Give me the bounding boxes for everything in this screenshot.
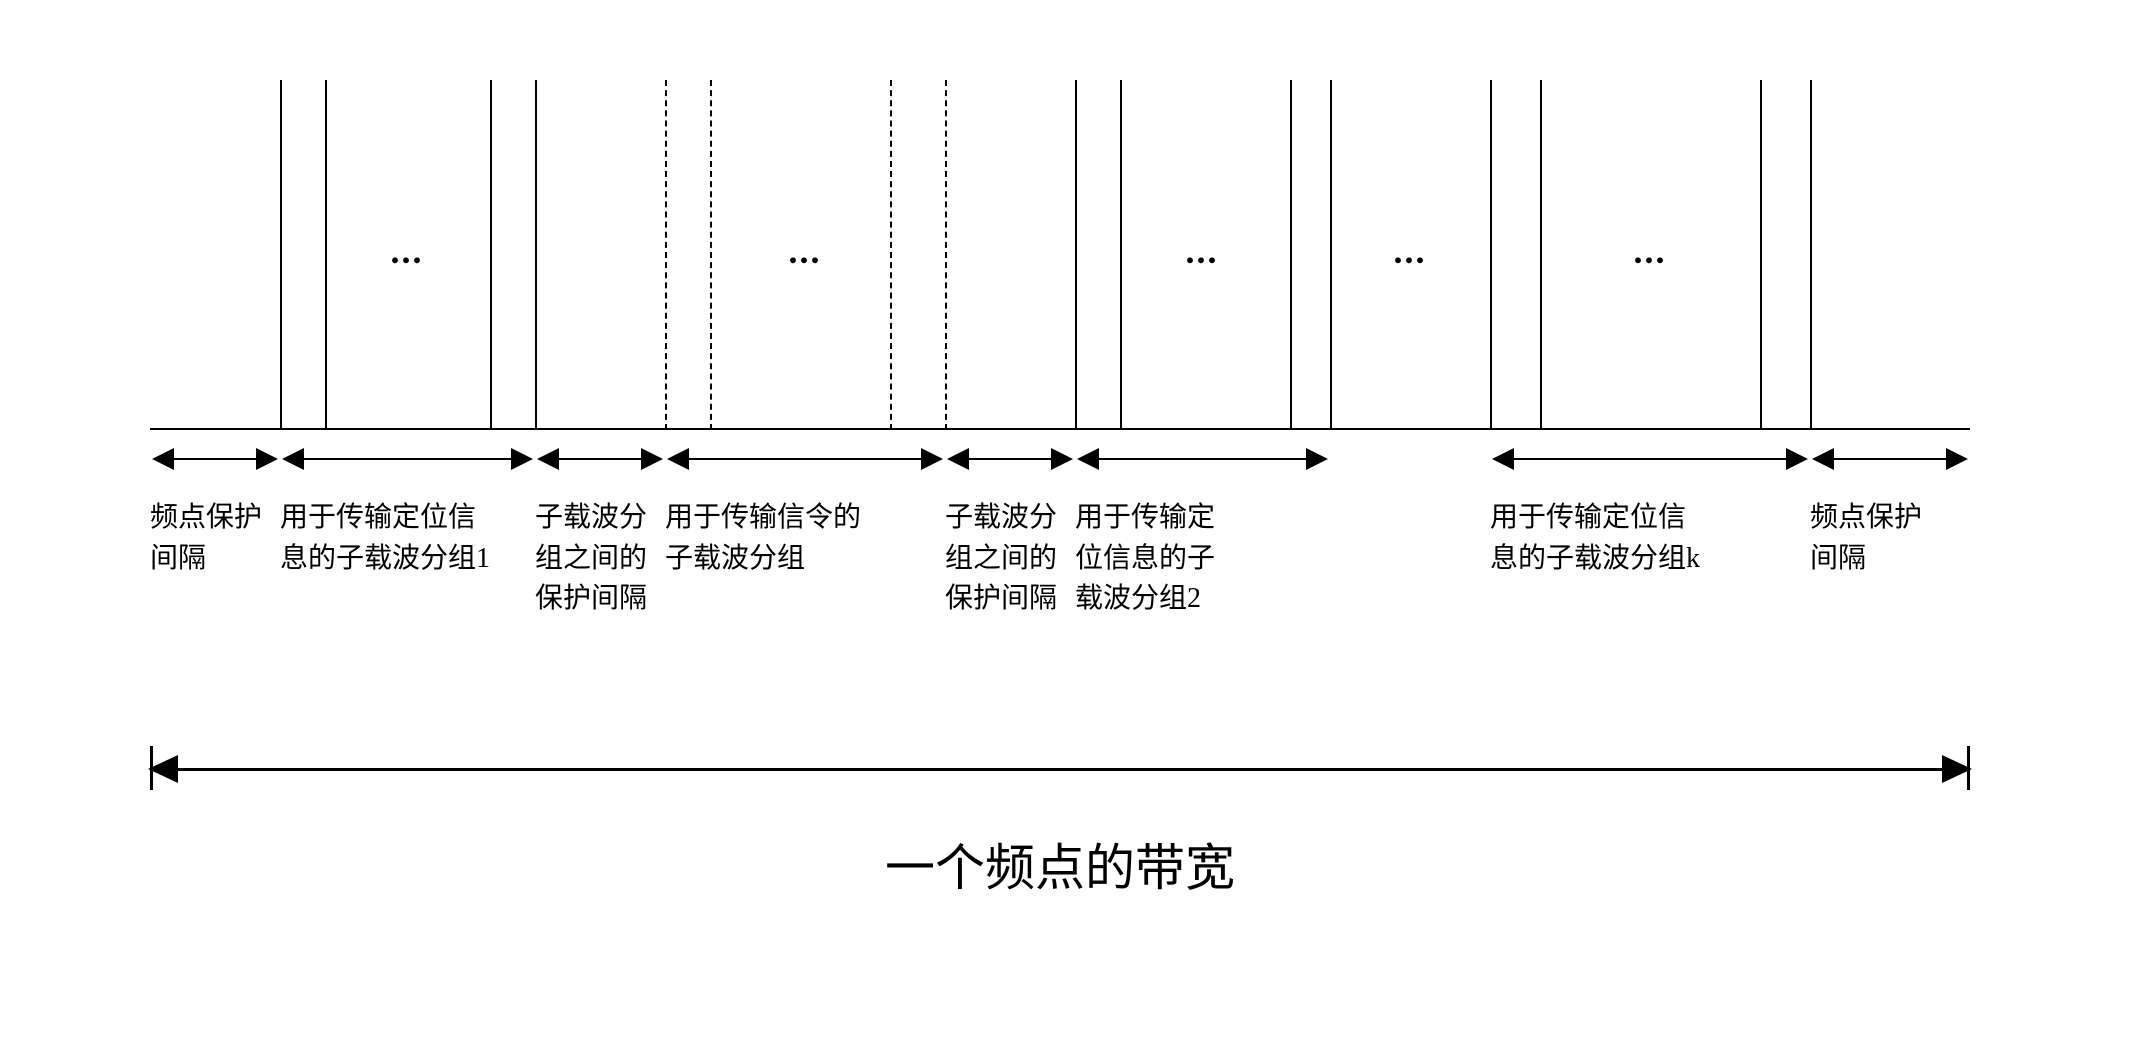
ellipsis-icon: ...	[789, 230, 822, 272]
segment-double-arrow	[669, 458, 941, 460]
subcarrier-line	[665, 80, 667, 430]
subcarrier-line	[945, 80, 947, 430]
subcarrier-line	[1760, 80, 1762, 430]
overall-band-label: 一个频点的带宽	[150, 828, 1970, 900]
ellipsis-icon: ...	[1394, 230, 1427, 272]
subcarrier-line	[1330, 80, 1332, 430]
segment-double-arrow	[1814, 458, 1966, 460]
subcarrier-line	[535, 80, 537, 430]
segment-label-group-k: 用于传输定位信 息的子载波分组k	[1490, 498, 1830, 579]
subcarrier-line	[1540, 80, 1542, 430]
subcarrier-line	[1810, 80, 1812, 430]
subcarrier-line	[890, 80, 892, 430]
subcarriers-area: ...............	[150, 80, 1970, 430]
subcarrier-line	[1490, 80, 1492, 430]
subcarrier-line	[1290, 80, 1292, 430]
segment-label-signaling: 用于传输信令的 子载波分组	[665, 498, 965, 579]
ellipsis-icon: ...	[391, 230, 424, 272]
subcarrier-line	[1075, 80, 1077, 430]
ellipsis-icon: ...	[1634, 230, 1667, 272]
band-tick-right	[1967, 746, 1970, 790]
segment-label-inter-guard-1: 子载波分 组之间的 保护间隔	[535, 498, 685, 620]
subcarrier-line	[325, 80, 327, 430]
subcarrier-line	[280, 80, 282, 430]
segment-arrows-row	[150, 438, 1970, 498]
segment-label-inter-guard-2: 子载波分 组之间的 保护间隔	[945, 498, 1095, 620]
segment-double-arrow	[949, 458, 1071, 460]
segment-double-arrow	[284, 458, 531, 460]
ellipsis-icon: ...	[1186, 230, 1219, 272]
subcarrier-line	[710, 80, 712, 430]
frequency-band-diagram: ............... 频点保护 间隔用于传输定位信 息的子载波分组1子…	[150, 80, 1970, 900]
subcarrier-line	[1120, 80, 1122, 430]
segment-double-arrow	[154, 458, 276, 460]
band-double-arrow	[150, 768, 1970, 771]
subcarrier-line	[490, 80, 492, 430]
segment-double-arrow	[1494, 458, 1806, 460]
segment-double-arrow	[539, 458, 661, 460]
segment-label-group-2: 用于传输定 位信息的子 载波分组2	[1075, 498, 1350, 620]
segment-double-arrow	[1079, 458, 1326, 460]
segment-label-guard-right: 频点保护 间隔	[1810, 498, 1990, 579]
segment-label-group-1: 用于传输定位信 息的子载波分组1	[280, 498, 555, 579]
segment-labels-row: 频点保护 间隔用于传输定位信 息的子载波分组1子载波分 组之间的 保护间隔用于传…	[150, 498, 1970, 698]
overall-band-arrow-row	[150, 738, 1970, 818]
segment-label-guard-left: 频点保护 间隔	[150, 498, 300, 579]
